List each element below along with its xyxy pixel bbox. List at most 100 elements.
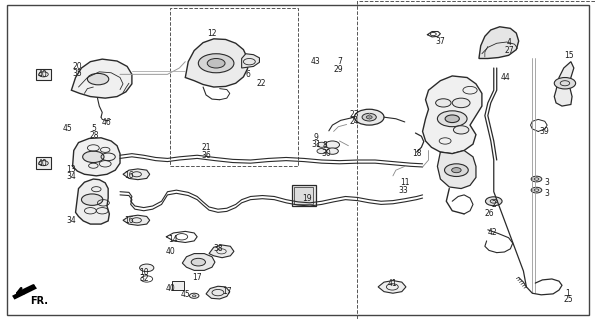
Text: 44: 44	[501, 73, 511, 82]
Circle shape	[554, 77, 576, 89]
Text: 15: 15	[564, 51, 574, 60]
Text: 38: 38	[213, 244, 223, 253]
Text: 4: 4	[506, 38, 511, 47]
Circle shape	[531, 187, 542, 193]
Text: 13: 13	[67, 165, 76, 174]
Circle shape	[82, 194, 103, 205]
Circle shape	[355, 109, 384, 125]
Text: 31: 31	[311, 140, 321, 149]
Text: 24: 24	[349, 117, 359, 126]
Circle shape	[191, 258, 206, 266]
Circle shape	[207, 59, 225, 68]
Circle shape	[139, 264, 154, 272]
Circle shape	[83, 151, 104, 163]
Circle shape	[445, 164, 468, 177]
Polygon shape	[185, 39, 247, 87]
Circle shape	[366, 116, 372, 119]
Text: 40: 40	[38, 159, 48, 168]
Bar	[294, 187, 313, 204]
Circle shape	[486, 197, 502, 206]
Text: 17: 17	[222, 287, 232, 296]
Text: 1: 1	[566, 289, 570, 298]
Text: 7: 7	[337, 57, 342, 66]
Polygon shape	[423, 76, 482, 154]
Polygon shape	[437, 150, 476, 188]
Text: 45: 45	[63, 124, 73, 133]
Text: 36: 36	[201, 151, 211, 160]
Text: 40: 40	[38, 70, 48, 79]
Bar	[172, 281, 184, 290]
Circle shape	[454, 126, 469, 134]
Text: 23: 23	[349, 109, 359, 118]
Text: 14: 14	[169, 235, 178, 244]
Text: 34: 34	[67, 172, 76, 181]
Text: 30: 30	[321, 149, 331, 158]
Polygon shape	[73, 138, 120, 176]
Text: 37: 37	[436, 36, 445, 45]
Circle shape	[317, 148, 327, 154]
Text: 6: 6	[245, 70, 250, 79]
Bar	[36, 69, 51, 80]
Circle shape	[437, 111, 467, 127]
Text: FR.: FR.	[30, 296, 48, 306]
Bar	[170, 8, 298, 166]
Text: 9: 9	[313, 133, 318, 142]
Text: 3: 3	[545, 178, 550, 187]
Polygon shape	[72, 59, 132, 98]
Polygon shape	[241, 54, 259, 68]
Circle shape	[436, 99, 451, 107]
Circle shape	[88, 73, 108, 85]
Text: 26: 26	[484, 209, 494, 219]
Polygon shape	[182, 253, 215, 270]
Text: 43: 43	[311, 57, 321, 66]
Text: 39: 39	[539, 127, 549, 136]
Text: 22: 22	[256, 79, 266, 88]
Text: 2: 2	[491, 200, 496, 209]
Circle shape	[452, 98, 470, 108]
Bar	[36, 157, 51, 169]
Circle shape	[362, 113, 376, 121]
Text: 16: 16	[124, 172, 134, 180]
Text: 11: 11	[400, 178, 409, 187]
Circle shape	[317, 142, 327, 147]
Text: 40: 40	[166, 247, 175, 257]
Text: 25: 25	[563, 295, 573, 304]
Text: 10: 10	[139, 268, 148, 277]
Polygon shape	[12, 284, 37, 300]
Text: 41: 41	[388, 279, 398, 288]
Text: 29: 29	[334, 65, 343, 74]
Text: 42: 42	[488, 228, 498, 237]
Circle shape	[531, 176, 542, 182]
Text: 40: 40	[166, 284, 175, 293]
Text: 33: 33	[399, 186, 408, 195]
Text: 5: 5	[91, 124, 96, 133]
Text: 27: 27	[505, 46, 514, 55]
Polygon shape	[76, 179, 109, 224]
Text: 3: 3	[545, 189, 550, 198]
Text: 45: 45	[181, 290, 190, 299]
Circle shape	[198, 54, 234, 73]
Polygon shape	[206, 286, 230, 299]
Text: 17: 17	[193, 273, 202, 282]
Polygon shape	[123, 215, 150, 225]
Circle shape	[445, 115, 460, 123]
Text: 20: 20	[73, 62, 82, 71]
Bar	[358, 1, 595, 319]
Text: 19: 19	[302, 194, 312, 203]
Text: 35: 35	[73, 69, 82, 78]
Text: 12: 12	[207, 28, 217, 38]
Circle shape	[327, 148, 339, 154]
Circle shape	[452, 168, 461, 173]
Text: 34: 34	[67, 216, 76, 225]
Text: 18: 18	[412, 149, 421, 158]
Polygon shape	[209, 245, 234, 258]
Polygon shape	[479, 27, 519, 59]
Text: 46: 46	[102, 118, 112, 127]
Text: 16: 16	[124, 216, 134, 225]
Polygon shape	[123, 169, 150, 180]
Text: 32: 32	[139, 275, 148, 284]
Circle shape	[190, 293, 199, 298]
Polygon shape	[378, 281, 406, 293]
Text: 28: 28	[90, 131, 100, 140]
Bar	[292, 185, 316, 206]
